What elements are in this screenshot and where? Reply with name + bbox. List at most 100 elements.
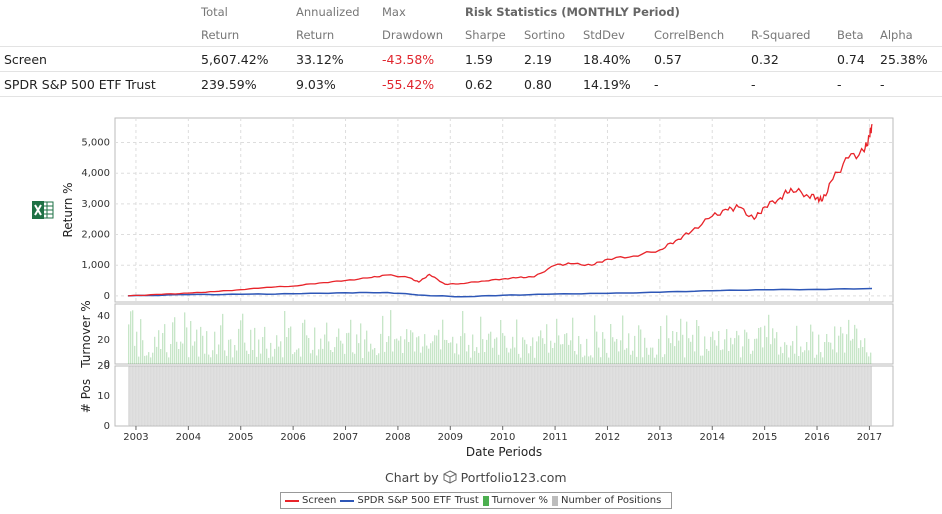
turnover-bar — [790, 345, 792, 364]
header-cell: StdDev — [583, 27, 625, 42]
turnover-bar — [448, 343, 450, 364]
turnover-bar — [184, 312, 186, 364]
x-tick-label: 2007 — [333, 432, 358, 443]
turnover-bar — [832, 349, 834, 364]
turnover-bar — [140, 319, 142, 364]
statistics-table: Total Annualized Max Risk Statistics (MO… — [0, 0, 942, 97]
row-label: SPDR S&P 500 ETF Trust — [0, 71, 201, 97]
turnover-bar — [340, 340, 342, 364]
turnover-bar — [544, 343, 546, 364]
turnover-bar — [358, 343, 360, 364]
turnover-bar — [548, 352, 550, 364]
legend-item-positions[interactable]: Number of Positions — [551, 495, 662, 506]
turnover-bar — [318, 349, 320, 364]
turnover-bar — [858, 348, 860, 364]
turnover-bar — [202, 335, 204, 364]
turnover-bar — [816, 354, 818, 364]
turnover-bar — [304, 319, 306, 364]
turnover-bar — [770, 344, 772, 364]
header-cell: Return — [296, 27, 335, 42]
turnover-bar — [650, 347, 652, 364]
chart-credit: Chart by Portfolio123.com — [385, 470, 567, 485]
turnover-bar — [452, 336, 454, 364]
table-cell: - — [880, 71, 942, 97]
turnover-bar — [456, 343, 458, 364]
turnover-bar — [778, 354, 780, 364]
turnover-bar — [598, 347, 600, 364]
turnover-bar — [636, 356, 638, 364]
legend-item-screen[interactable]: Screen — [285, 495, 336, 506]
turnover-bar — [424, 334, 426, 364]
header-cell — [0, 0, 201, 23]
turnover-bar — [386, 342, 388, 364]
header-row-2: Return Return Drawdown Sharpe Sortino St… — [0, 23, 942, 47]
turnover-bar — [528, 353, 530, 364]
turnover-bar — [646, 347, 648, 364]
turnover-bar — [672, 331, 674, 364]
header-cell: CorrelBench — [654, 27, 725, 42]
turnover-bar — [194, 341, 196, 364]
turnover-bar — [288, 328, 290, 364]
turnover-bar — [200, 326, 202, 364]
table-cell: -43.58% — [382, 46, 465, 72]
turnover-bar — [366, 330, 368, 364]
turnover-bar — [596, 331, 598, 364]
turnover-bar — [734, 338, 736, 364]
turnover-bar — [384, 351, 386, 364]
turnover-bar — [284, 311, 286, 364]
turnover-bar — [796, 325, 798, 364]
turnover-bar — [772, 328, 774, 364]
turnover-bar — [414, 351, 416, 364]
turnover-bar — [472, 334, 474, 364]
turnover-bar — [560, 344, 562, 364]
turnover-bar — [134, 345, 136, 364]
turnover-bar — [572, 317, 574, 364]
turnover-bar — [506, 347, 508, 364]
turnover-bar — [860, 340, 862, 364]
turnover-bar — [630, 354, 632, 364]
y-tick-label: 2,000 — [81, 230, 110, 241]
table-cell: 18.40% — [583, 46, 654, 72]
excel-export-icon[interactable] — [32, 200, 54, 220]
legend-label: SPDR S&P 500 ETF Trust — [357, 495, 479, 506]
turnover-bar — [720, 350, 722, 364]
table-cell: - — [837, 71, 880, 97]
turnover-bar — [620, 340, 622, 364]
turnover-bar — [716, 345, 718, 364]
turnover-bar — [634, 335, 636, 364]
turnover-bar — [594, 315, 596, 364]
turnover-bar — [704, 336, 706, 364]
turnover-bar — [368, 351, 370, 364]
table-cell: 2.19 — [524, 46, 583, 72]
turnover-bar — [250, 329, 252, 364]
turnover-bar — [670, 343, 672, 364]
turnover-bar — [158, 330, 160, 364]
x-tick-label: 2003 — [123, 432, 148, 443]
turnover-bar — [246, 350, 248, 364]
turnover-bar — [138, 356, 140, 364]
legend-label: Number of Positions — [560, 495, 662, 506]
turnover-bar — [438, 329, 440, 364]
turnover-bar — [488, 333, 490, 364]
legend-item-turnover[interactable]: Turnover % — [482, 495, 548, 506]
turnover-bar — [180, 341, 182, 364]
turnover-bar — [668, 338, 670, 364]
turnover-bar — [804, 350, 806, 364]
turnover-bar — [162, 333, 164, 364]
turnover-bar — [608, 357, 610, 364]
table-cell: 0.57 — [654, 46, 751, 72]
turnover-bar — [192, 345, 194, 364]
turnover-bar — [226, 355, 228, 364]
turnover-bar — [320, 338, 322, 364]
return-panel — [114, 117, 894, 303]
turnover-bar — [494, 338, 496, 364]
turnover-bar — [864, 338, 866, 364]
turnover-bar — [496, 337, 498, 364]
turnover-bar — [580, 344, 582, 364]
legend-item-spdr[interactable]: SPDR S&P 500 ETF Trust — [340, 495, 479, 506]
turnover-bar — [784, 342, 786, 364]
credit-brand[interactable]: Portfolio123.com — [460, 470, 567, 485]
turnover-bar — [396, 338, 398, 364]
turnover-bar — [822, 357, 824, 364]
turnover-bar — [750, 353, 752, 364]
